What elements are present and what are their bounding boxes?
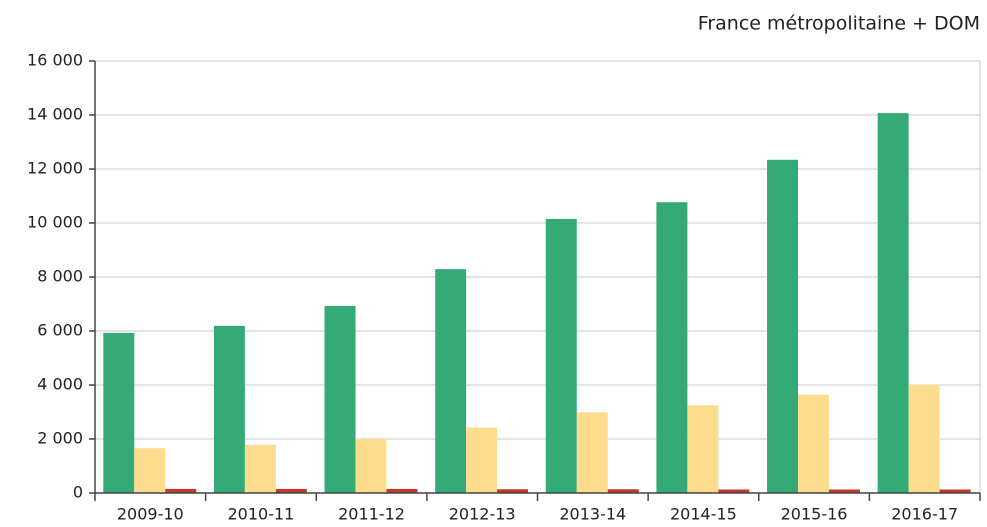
y-tick-label: 16 000 bbox=[27, 51, 83, 70]
y-tick-label: 2 000 bbox=[37, 429, 83, 448]
x-tick-label: 2013-14 bbox=[559, 505, 626, 524]
x-tick-label: 2012-13 bbox=[449, 505, 516, 524]
bar bbox=[908, 384, 940, 493]
y-tick-label: 4 000 bbox=[37, 375, 83, 394]
bar bbox=[244, 444, 276, 493]
y-tick-label: 10 000 bbox=[27, 213, 83, 232]
bar bbox=[607, 489, 639, 493]
bar bbox=[213, 325, 245, 493]
y-tick-label: 14 000 bbox=[27, 105, 83, 124]
x-tick-label: 2009-10 bbox=[117, 505, 184, 524]
bar bbox=[165, 488, 197, 493]
bar bbox=[767, 159, 799, 493]
y-tick-label: 8 000 bbox=[37, 267, 83, 286]
bar bbox=[466, 427, 498, 493]
bar bbox=[828, 489, 860, 493]
bar bbox=[324, 305, 356, 493]
bar bbox=[497, 489, 529, 493]
bar bbox=[656, 202, 688, 493]
bar bbox=[275, 488, 307, 493]
bar bbox=[718, 489, 750, 493]
bar bbox=[798, 394, 829, 493]
bar bbox=[134, 448, 166, 493]
chart-subtitle: France métropolitaine + DOM bbox=[698, 13, 980, 35]
bar bbox=[687, 405, 719, 493]
x-tick-label: 2010-11 bbox=[228, 505, 295, 524]
y-tick-label: 0 bbox=[73, 483, 83, 502]
bar bbox=[435, 269, 467, 493]
y-tick-label: 6 000 bbox=[37, 321, 83, 340]
bar bbox=[355, 439, 387, 493]
bar bbox=[386, 488, 418, 493]
x-tick-label: 2014-15 bbox=[670, 505, 737, 524]
bar bbox=[103, 332, 135, 493]
x-tick-label: 2016-17 bbox=[891, 505, 958, 524]
bar bbox=[545, 218, 577, 493]
y-tick-label: 12 000 bbox=[27, 159, 83, 178]
bar bbox=[877, 113, 909, 494]
bar bbox=[939, 489, 971, 493]
bar bbox=[576, 412, 608, 493]
x-tick-label: 2011-12 bbox=[338, 505, 405, 524]
x-tick-label: 2015-16 bbox=[781, 505, 848, 524]
